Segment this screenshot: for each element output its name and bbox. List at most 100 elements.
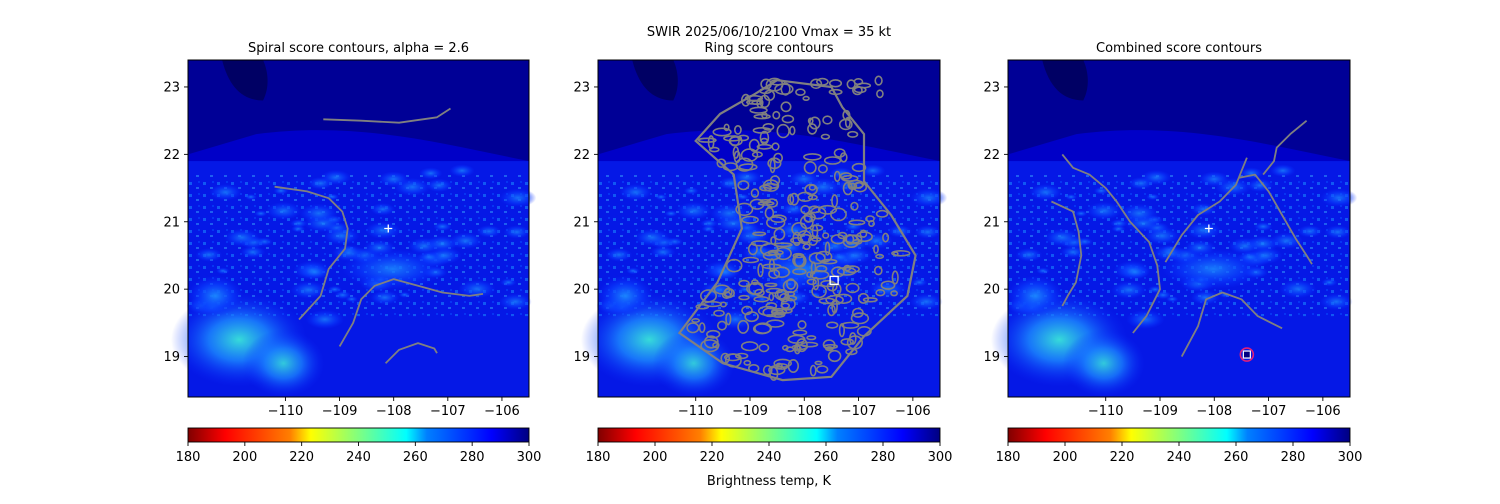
contour-loop: [705, 329, 721, 339]
contour-loop: [797, 320, 807, 330]
contour-loop: [826, 321, 839, 329]
contour-loop: [833, 148, 846, 158]
contour-loop: [824, 241, 831, 256]
contour-loop: [873, 265, 883, 276]
contour-loop: [764, 206, 775, 220]
contour-loop: [891, 270, 899, 285]
best-circle-marker: [1239, 347, 1255, 362]
image-cloud: [305, 309, 345, 329]
image-cloud: [1015, 248, 1043, 262]
colorbar-spiral: 180 200 220 240 260 280 300: [176, 427, 541, 465]
image-cloud: [299, 203, 339, 223]
contour-loop: [773, 242, 793, 248]
x-tick-label: −109: [1142, 404, 1178, 419]
image-cloud: [425, 178, 453, 193]
contour-loop: [857, 292, 870, 304]
x-axis: −110 −109 −108 −107 −106: [678, 397, 931, 419]
image-cloud: [683, 187, 699, 195]
y-tick-label: 23: [163, 80, 180, 95]
x-axis: −110 −109 −108 −107 −106: [1088, 397, 1341, 419]
contour-loop: [753, 113, 771, 120]
image-cloud: [449, 164, 475, 177]
contour-region-outline: [677, 79, 917, 382]
contour-line: [1051, 200, 1083, 307]
contour-loop: [686, 322, 700, 334]
contour-line: [274, 185, 349, 321]
y-tick-label: 21: [573, 215, 590, 230]
contour-loop: [808, 252, 826, 265]
image-cloud: [650, 245, 676, 259]
colorbar-tick-label: 280: [1281, 450, 1306, 465]
y-tick-label: 22: [983, 148, 1000, 163]
image-dark-blob: [222, 60, 268, 101]
x-axis: −110 −109 −108 −107 −106: [268, 397, 520, 419]
colorbar-gradient: [597, 427, 941, 443]
contour-loop: [737, 180, 750, 191]
colorbar-tick-label: 180: [176, 450, 201, 465]
image-cloud: [290, 219, 308, 228]
contour-loop: [759, 94, 771, 109]
contour-loop: [800, 341, 819, 348]
x-tick-label: −108: [1196, 404, 1232, 419]
image-cloud: [370, 203, 396, 216]
image-cloud: [307, 177, 334, 190]
contour-line: [1164, 157, 1248, 263]
center-plus-marker: [384, 224, 393, 233]
contour-loop: [742, 256, 760, 264]
contour-loop: [802, 243, 811, 251]
contour-loop: [816, 365, 829, 374]
marker-group: [384, 224, 393, 233]
contour-loop: [762, 364, 773, 376]
contour-loop: [794, 345, 802, 352]
contour-loop: [772, 110, 781, 120]
contour-loop: [741, 305, 753, 316]
x-tick-label: −108: [786, 404, 822, 419]
panel-title: Combined score contours: [1096, 41, 1262, 56]
contour-loop: [797, 191, 814, 203]
contour-loop: [792, 329, 808, 336]
contour-loop: [738, 294, 750, 301]
colorbar-tick-label: 200: [232, 450, 257, 465]
contour-loop: [843, 264, 852, 272]
contour-loop: [771, 142, 780, 151]
image-cloud: [1093, 187, 1109, 195]
image-cloud: [860, 164, 886, 177]
image-cloud: [676, 201, 712, 220]
contour-loop: [723, 123, 730, 132]
contour-loop: [800, 233, 812, 244]
contour-loop: [802, 95, 810, 102]
colorbar-label: Brightness temp, K: [707, 474, 832, 489]
colorbar-tick-label: 240: [757, 450, 782, 465]
colorbar-tick-label: 200: [1053, 450, 1078, 465]
contour-loop: [816, 77, 829, 86]
contour-loop: [792, 252, 805, 259]
image-cloud: [1060, 245, 1086, 259]
contour-loop: [876, 89, 884, 99]
colorbar-tick-label: 260: [1224, 450, 1249, 465]
x-tick-label: −110: [1088, 404, 1124, 419]
contour-loop: [856, 325, 872, 337]
contour-loop: [740, 148, 759, 162]
image-cloud: [634, 228, 670, 247]
image-cloud: [1144, 226, 1180, 245]
contour-loop: [769, 158, 776, 174]
colorbar-tick-label: 180: [996, 450, 1021, 465]
contour-loop: [800, 205, 811, 215]
contour-loop: [753, 296, 770, 303]
contour-loop: [811, 284, 827, 299]
image-cloud: [1126, 309, 1165, 329]
y-tick-label: 23: [983, 80, 1000, 95]
contour-loop: [822, 232, 830, 239]
contour-loop: [775, 362, 783, 370]
contour-loop: [697, 137, 717, 143]
contour-loop: [747, 243, 758, 256]
contour-loop: [737, 319, 750, 334]
image-cloud: [1190, 203, 1216, 216]
contour-loop: [828, 79, 843, 88]
image-dark-region: [1008, 60, 1350, 162]
image-cloud: [378, 171, 409, 187]
contour-loop: [786, 278, 797, 290]
image-cloud: [244, 193, 257, 200]
x-tick-label: −109: [322, 404, 358, 419]
colorbar-gradient: [187, 427, 530, 443]
